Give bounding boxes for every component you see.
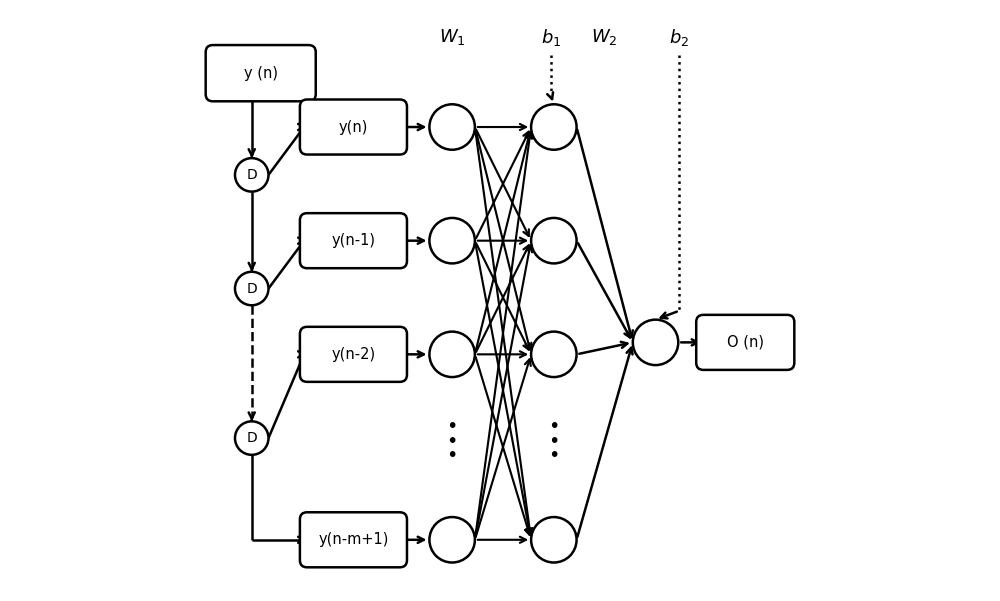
Text: y(n-1): y(n-1): [331, 233, 375, 248]
Circle shape: [429, 105, 475, 150]
Circle shape: [531, 105, 577, 150]
Text: y(n-m+1): y(n-m+1): [318, 532, 389, 548]
Circle shape: [429, 332, 475, 377]
Circle shape: [531, 332, 577, 377]
Circle shape: [235, 158, 268, 192]
Text: y (n): y (n): [244, 66, 278, 81]
Text: $b_1$: $b_1$: [541, 27, 561, 48]
Circle shape: [633, 320, 678, 365]
FancyBboxPatch shape: [206, 45, 316, 102]
Circle shape: [531, 218, 577, 263]
Circle shape: [429, 218, 475, 263]
Circle shape: [429, 517, 475, 563]
Text: O (n): O (n): [727, 335, 764, 350]
FancyBboxPatch shape: [300, 100, 407, 154]
Text: •
•
•: • • •: [548, 417, 560, 465]
Text: D: D: [246, 431, 257, 445]
Circle shape: [235, 421, 268, 455]
FancyBboxPatch shape: [300, 512, 407, 567]
Text: $b_2$: $b_2$: [669, 27, 690, 48]
FancyBboxPatch shape: [300, 327, 407, 382]
Text: D: D: [246, 281, 257, 296]
Text: $W_1$: $W_1$: [439, 27, 465, 47]
Text: •
•
•: • • •: [446, 417, 458, 465]
Text: D: D: [246, 168, 257, 182]
Text: y(n-2): y(n-2): [331, 347, 375, 362]
Text: $W_2$: $W_2$: [591, 27, 618, 47]
FancyBboxPatch shape: [300, 213, 407, 268]
FancyBboxPatch shape: [696, 315, 794, 370]
Circle shape: [531, 517, 577, 563]
Text: y(n): y(n): [339, 120, 368, 135]
Circle shape: [235, 272, 268, 305]
